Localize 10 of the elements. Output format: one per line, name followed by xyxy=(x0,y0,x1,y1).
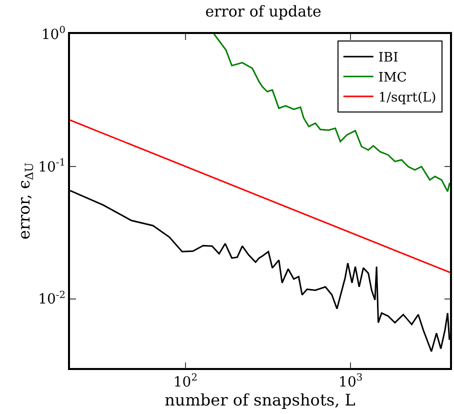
chart-title: error of update xyxy=(205,2,322,21)
y-tick-label: 10$^{0}$ xyxy=(41,25,66,43)
x-tick-label: 10$^{2}$ xyxy=(173,372,198,391)
x-axis-title: number of snapshots, L xyxy=(164,390,356,410)
legend-label: IBI xyxy=(378,50,398,66)
legend-label: 1/sqrt(L) xyxy=(378,90,436,106)
x-tick-label: 10$^{3}$ xyxy=(338,372,363,391)
legend-label: IMC xyxy=(378,70,407,86)
y-tick-label: 10$^{-2}$ xyxy=(38,290,66,308)
y-tick-label: 10$^{-1}$ xyxy=(38,157,66,176)
